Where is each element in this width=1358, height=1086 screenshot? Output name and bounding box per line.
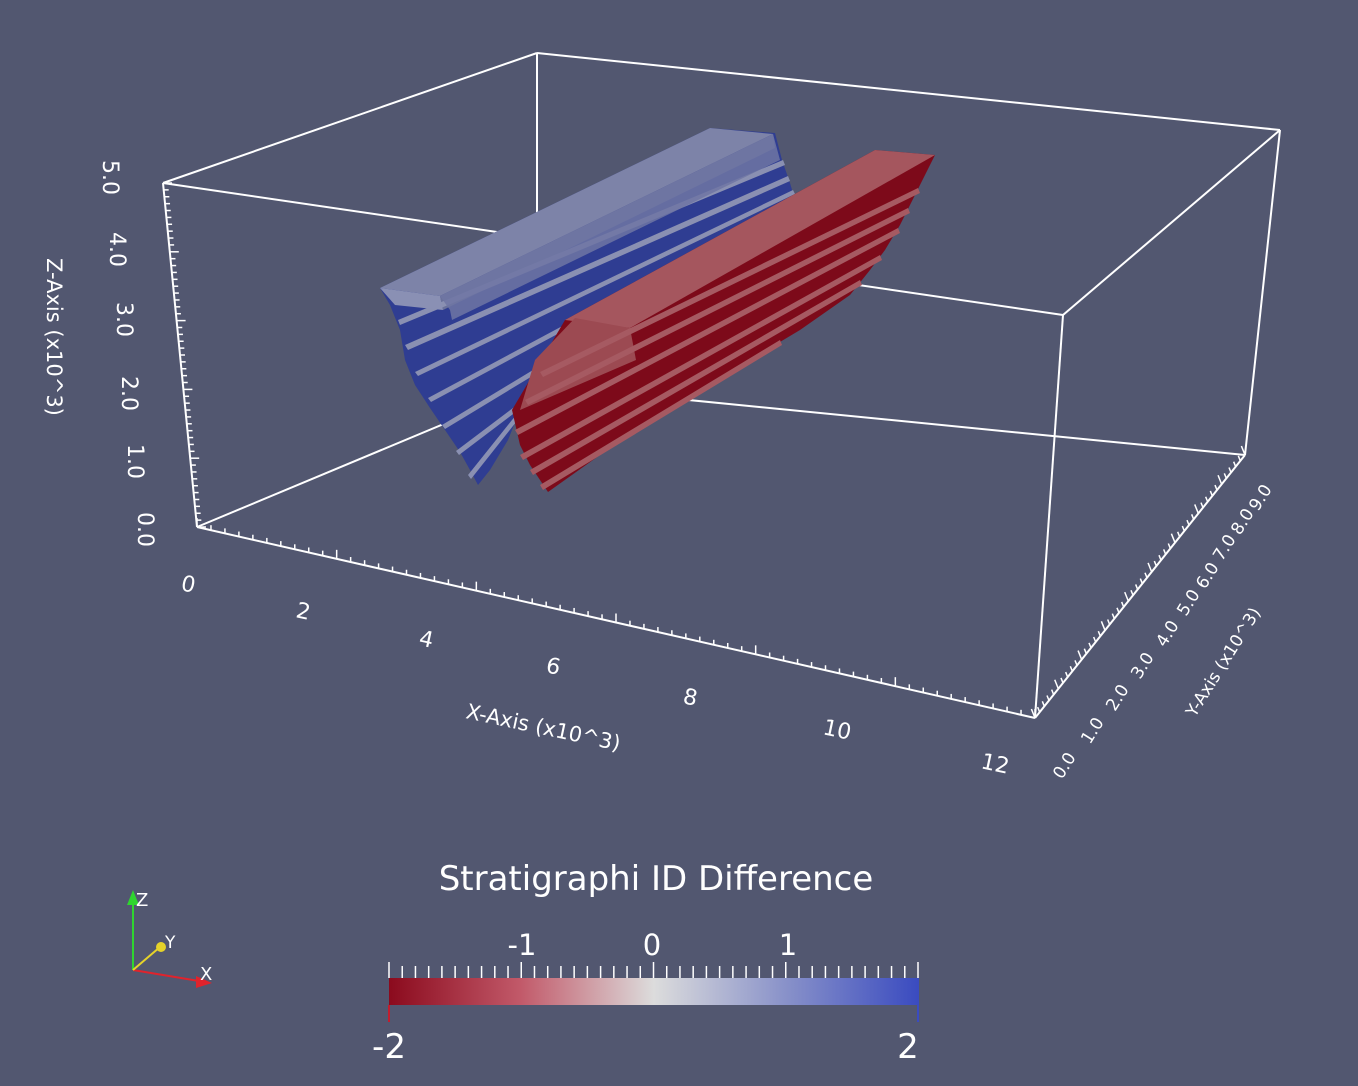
y-axis: 0.0 1.0 2.0 3.0 4.0 5.0 6.0 7.0 8.0 9.0 …: [1049, 481, 1276, 783]
tick-mark: [1130, 589, 1134, 596]
tick-mark: [1200, 502, 1204, 508]
orientation-x-label: X: [200, 964, 212, 985]
z-tick-label: 3.0: [111, 302, 136, 337]
tick-mark: [1050, 689, 1055, 695]
y-tick-label: 4.0: [1152, 617, 1183, 651]
z-tick-label: 1.0: [122, 444, 147, 479]
tick-mark: [1147, 562, 1153, 573]
tick-mark: [1176, 531, 1181, 538]
color-legend-tick-label: 1: [779, 928, 797, 962]
orientation-x-axis: [132, 969, 206, 983]
color-legend-tick-label: -1: [508, 928, 537, 962]
orientation-y-marker: [156, 942, 166, 952]
tick-mark: [1204, 496, 1209, 503]
tick-mark: [1092, 636, 1097, 643]
tick-mark: [1100, 621, 1106, 631]
tick-mark: [1217, 474, 1223, 485]
tick-mark: [1083, 648, 1088, 654]
tick-mark: [1054, 679, 1060, 690]
orientation-z-label: Z: [136, 890, 148, 911]
z-tick-label: 2.0: [116, 376, 141, 411]
orientation-axes[interactable]: X Y Z: [127, 890, 212, 988]
color-legend-max-label: 2: [897, 1027, 919, 1067]
tick-mark: [1167, 543, 1172, 549]
color-legend-title: Stratigraphi ID Difference: [439, 859, 874, 899]
tick-mark: [1186, 519, 1190, 526]
tick-mark: [1111, 613, 1116, 619]
tick-mark: [1060, 677, 1064, 684]
tick-mark: [1074, 660, 1078, 666]
tick-mark: [1228, 467, 1232, 473]
y-tick-label: 7.0: [1209, 531, 1240, 565]
tick-mark: [1030, 708, 1036, 719]
tick-mark: [1134, 584, 1139, 590]
tick-mark: [1223, 473, 1228, 479]
tick-mark: [1120, 601, 1125, 608]
tick-mark: [1124, 591, 1130, 602]
tick-mark: [1232, 461, 1237, 467]
tick-mark: [1181, 525, 1186, 532]
axis-minor-ticks: [163, 182, 1246, 719]
tick-mark: [1064, 671, 1069, 678]
color-legend-tick-label: 0: [643, 928, 661, 962]
y-tick-label: 0.0: [1049, 749, 1080, 783]
y-tick-label: 1.0: [1077, 714, 1108, 748]
orientation-x-arrowhead: [196, 976, 212, 988]
x-axis-title: X-Axis (x10^3): [464, 699, 623, 755]
y-tick-label: 9.0: [1245, 481, 1276, 515]
color-legend[interactable]: Stratigraphi ID Difference -1 0 1 -2 2: [372, 859, 919, 1067]
y-axis-title: Y-Axis (x10^3): [1182, 604, 1266, 721]
z-tick-label: 4.0: [104, 232, 129, 267]
x-tick-label: 0: [179, 571, 198, 598]
y-tick-label: 2.0: [1102, 681, 1133, 715]
tick-mark: [1046, 695, 1050, 701]
tick-mark: [1106, 619, 1111, 625]
x-tick-label: 4: [417, 626, 436, 653]
orientation-z-arrowhead: [127, 890, 139, 905]
tick-mark: [1214, 484, 1218, 491]
x-tick-label: 12: [979, 749, 1012, 779]
tick-mark: [1069, 665, 1074, 672]
x-axis: 0 2 4 6 8 10 12 X-Axis (x10^3): [179, 571, 1012, 779]
color-legend-bar: [389, 978, 919, 1005]
x-tick-label: 10: [821, 715, 854, 745]
y-tick-label: 5.0: [1173, 586, 1204, 620]
x-tick-label: 2: [294, 598, 313, 625]
tick-mark: [1077, 650, 1083, 660]
y-tick-label: 6.0: [1192, 559, 1223, 593]
tick-mark: [1194, 504, 1200, 514]
tick-mark: [1162, 549, 1167, 555]
tick-mark: [1116, 607, 1120, 614]
x-tick-label: 6: [544, 653, 563, 680]
tick-mark: [1237, 455, 1242, 462]
y-tick-label: 3.0: [1127, 649, 1158, 683]
tick-mark: [1088, 642, 1092, 649]
tick-mark: [1036, 706, 1041, 713]
orientation-y-label: Y: [164, 933, 176, 953]
tick-mark: [1240, 445, 1246, 456]
tick-mark: [1209, 490, 1214, 497]
z-axis-title: Z-Axis (x10^3): [42, 258, 66, 416]
tick-mark: [1041, 701, 1046, 707]
tick-mark: [1097, 630, 1102, 637]
x-tick-label: 8: [681, 684, 700, 711]
color-legend-ticks: [388, 962, 919, 978]
color-legend-min-label: -2: [372, 1027, 406, 1067]
tick-mark: [1190, 514, 1195, 520]
tick-mark: [1139, 578, 1144, 584]
tick-mark: [1170, 533, 1176, 543]
z-tick-label: 0.0: [132, 512, 157, 547]
tick-mark: [1158, 554, 1162, 561]
z-tick-label: 5.0: [97, 160, 122, 195]
z-axis: 0.0 1.0 2.0 3.0 4.0 5.0 Z-Axis (x10^3): [42, 160, 157, 547]
tick-mark: [1144, 572, 1148, 579]
tick-mark: [1153, 560, 1158, 567]
orientation-y-axis: [132, 946, 161, 971]
red-stratigraphic-body: [512, 150, 935, 492]
